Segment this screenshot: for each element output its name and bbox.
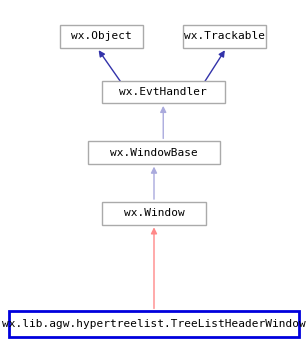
FancyBboxPatch shape [9, 312, 299, 337]
Text: wx.Window: wx.Window [124, 209, 184, 218]
Text: wx.WindowBase: wx.WindowBase [110, 148, 198, 158]
FancyBboxPatch shape [183, 25, 266, 48]
Text: wx.Trackable: wx.Trackable [184, 32, 265, 41]
Text: wx.lib.agw.hypertreelist.TreeListHeaderWindow: wx.lib.agw.hypertreelist.TreeListHeaderW… [2, 320, 306, 329]
Text: wx.EvtHandler: wx.EvtHandler [120, 87, 207, 97]
FancyBboxPatch shape [102, 202, 206, 225]
Text: wx.Object: wx.Object [71, 32, 132, 41]
FancyBboxPatch shape [60, 25, 143, 48]
FancyBboxPatch shape [102, 81, 225, 103]
FancyBboxPatch shape [88, 142, 220, 164]
